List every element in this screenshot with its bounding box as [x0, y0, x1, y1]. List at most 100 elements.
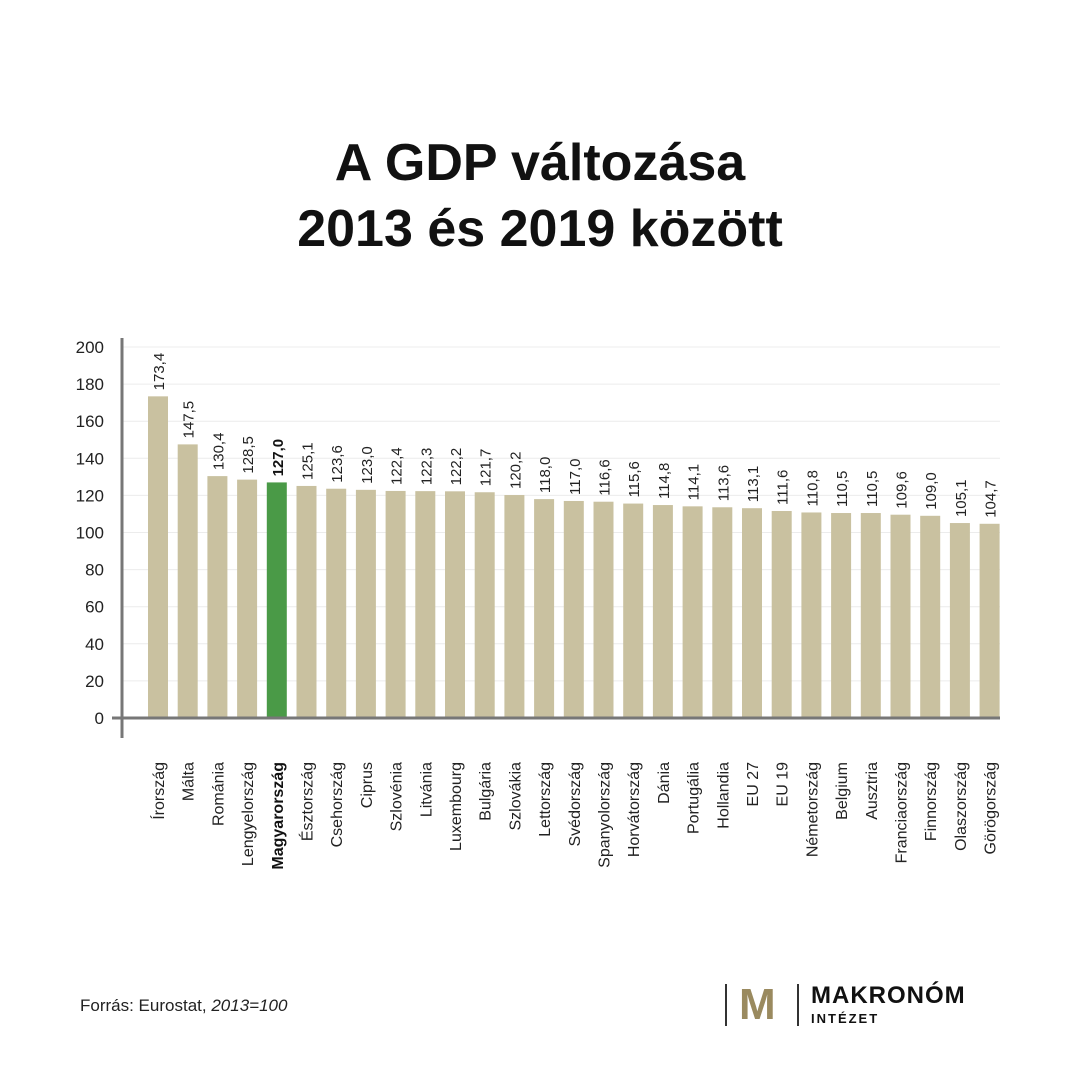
bar [623, 503, 644, 718]
category-label: Németország [804, 762, 821, 857]
bar [415, 491, 436, 718]
category-label: Lettország [537, 762, 554, 837]
value-label: 147,5 [181, 401, 198, 439]
bar [474, 492, 495, 718]
value-label: 105,1 [953, 479, 970, 517]
source-base: 2013=100 [211, 996, 288, 1015]
y-tick-label: 60 [85, 598, 104, 617]
value-label: 128,5 [240, 436, 257, 474]
value-label: 110,8 [804, 470, 821, 506]
value-label: 122,3 [418, 448, 435, 486]
bar [593, 501, 614, 718]
category-label: Magyarország [270, 762, 287, 870]
category-label: Finnország [923, 762, 940, 841]
bar [831, 513, 852, 718]
category-label: Görögország [983, 762, 1000, 855]
category-label: Románia [210, 762, 227, 826]
bar [326, 488, 347, 718]
logo-name: MAKRONÓM [811, 982, 966, 1009]
value-label: 125,1 [300, 442, 317, 480]
bar [979, 523, 1000, 718]
value-label: 127,0 [270, 439, 287, 477]
value-label: 130,4 [210, 433, 227, 471]
value-label: 173,4 [151, 353, 168, 391]
value-label: 123,6 [329, 445, 346, 483]
y-tick-label: 80 [85, 561, 104, 580]
value-label: 110,5 [834, 471, 851, 507]
category-label: Észtország [298, 762, 317, 841]
category-label: Portugália [686, 762, 703, 834]
value-label: 109,6 [894, 471, 911, 509]
bar [266, 482, 287, 718]
value-label: 104,7 [983, 480, 1000, 518]
bar [148, 396, 168, 718]
category-label: Írország [149, 762, 168, 820]
category-label: EU 27 [745, 762, 762, 807]
category-label: Szlovákia [507, 762, 524, 831]
value-label: 120,2 [507, 451, 524, 489]
bar [445, 491, 465, 718]
bar [890, 514, 911, 718]
value-label: 114,8 [656, 463, 673, 499]
value-label: 121,7 [478, 449, 495, 487]
value-label: 115,6 [626, 461, 643, 497]
category-label: Spanyolország [597, 762, 614, 868]
bar [534, 499, 555, 718]
bar [355, 489, 376, 718]
bar [563, 500, 584, 718]
bar [504, 495, 525, 718]
value-label: 111,6 [775, 470, 792, 505]
value-label: 118,0 [537, 457, 554, 493]
category-label: Horvátország [626, 762, 643, 857]
y-tick-label: 200 [76, 338, 104, 357]
source-note: Forrás: Eurostat, 2013=100 [80, 996, 287, 1016]
category-label: Ausztria [864, 762, 881, 820]
y-tick-label: 20 [85, 672, 104, 691]
y-tick-label: 0 [95, 709, 104, 728]
y-tick-label: 120 [76, 486, 104, 505]
category-label: Svédország [567, 762, 584, 847]
logo-divider-right [797, 984, 799, 1026]
bar [682, 506, 703, 718]
category-label: Olaszország [953, 762, 970, 851]
category-label: EU 19 [775, 762, 792, 807]
chart-title: A GDP változása 2013 és 2019 között [0, 130, 1080, 262]
logo-divider-left [725, 984, 727, 1026]
category-label: Bulgária [478, 762, 495, 821]
bar [860, 513, 881, 718]
value-label: 123,0 [359, 446, 376, 484]
logo-mark: M [739, 980, 776, 1029]
bar [296, 485, 317, 718]
bar [920, 515, 941, 718]
category-label: Hollandia [715, 762, 732, 829]
category-label: Szlovénia [389, 762, 406, 831]
bar [177, 444, 198, 718]
value-label: 122,4 [389, 447, 406, 485]
y-tick-label: 180 [76, 375, 104, 394]
bar [207, 476, 228, 718]
category-label: Ciprus [359, 762, 376, 808]
category-label: Franciaország [894, 762, 911, 863]
value-label: 116,6 [597, 459, 614, 495]
category-label: Litvánia [418, 762, 435, 817]
category-label: Málta [181, 762, 198, 801]
y-tick-label: 140 [76, 449, 104, 468]
category-label: Lengyelország [240, 762, 257, 866]
y-tick-label: 40 [85, 635, 104, 654]
y-tick-label: 160 [76, 412, 104, 431]
bar [385, 490, 406, 718]
bar [742, 508, 762, 718]
value-label: 122,2 [448, 448, 465, 486]
value-label: 114,1 [686, 464, 703, 500]
title-line-2: 2013 és 2019 között [297, 200, 783, 258]
value-label: 110,5 [864, 471, 881, 507]
bar [712, 507, 733, 718]
bar [949, 523, 970, 718]
value-label: 117,0 [567, 459, 584, 495]
bar [652, 505, 673, 718]
logo-subtitle: INTÉZET [811, 1011, 880, 1026]
makronom-logo: M MAKRONÓM INTÉZET [725, 982, 1010, 1028]
y-tick-label: 100 [76, 524, 104, 543]
category-label: Csehország [329, 762, 346, 847]
